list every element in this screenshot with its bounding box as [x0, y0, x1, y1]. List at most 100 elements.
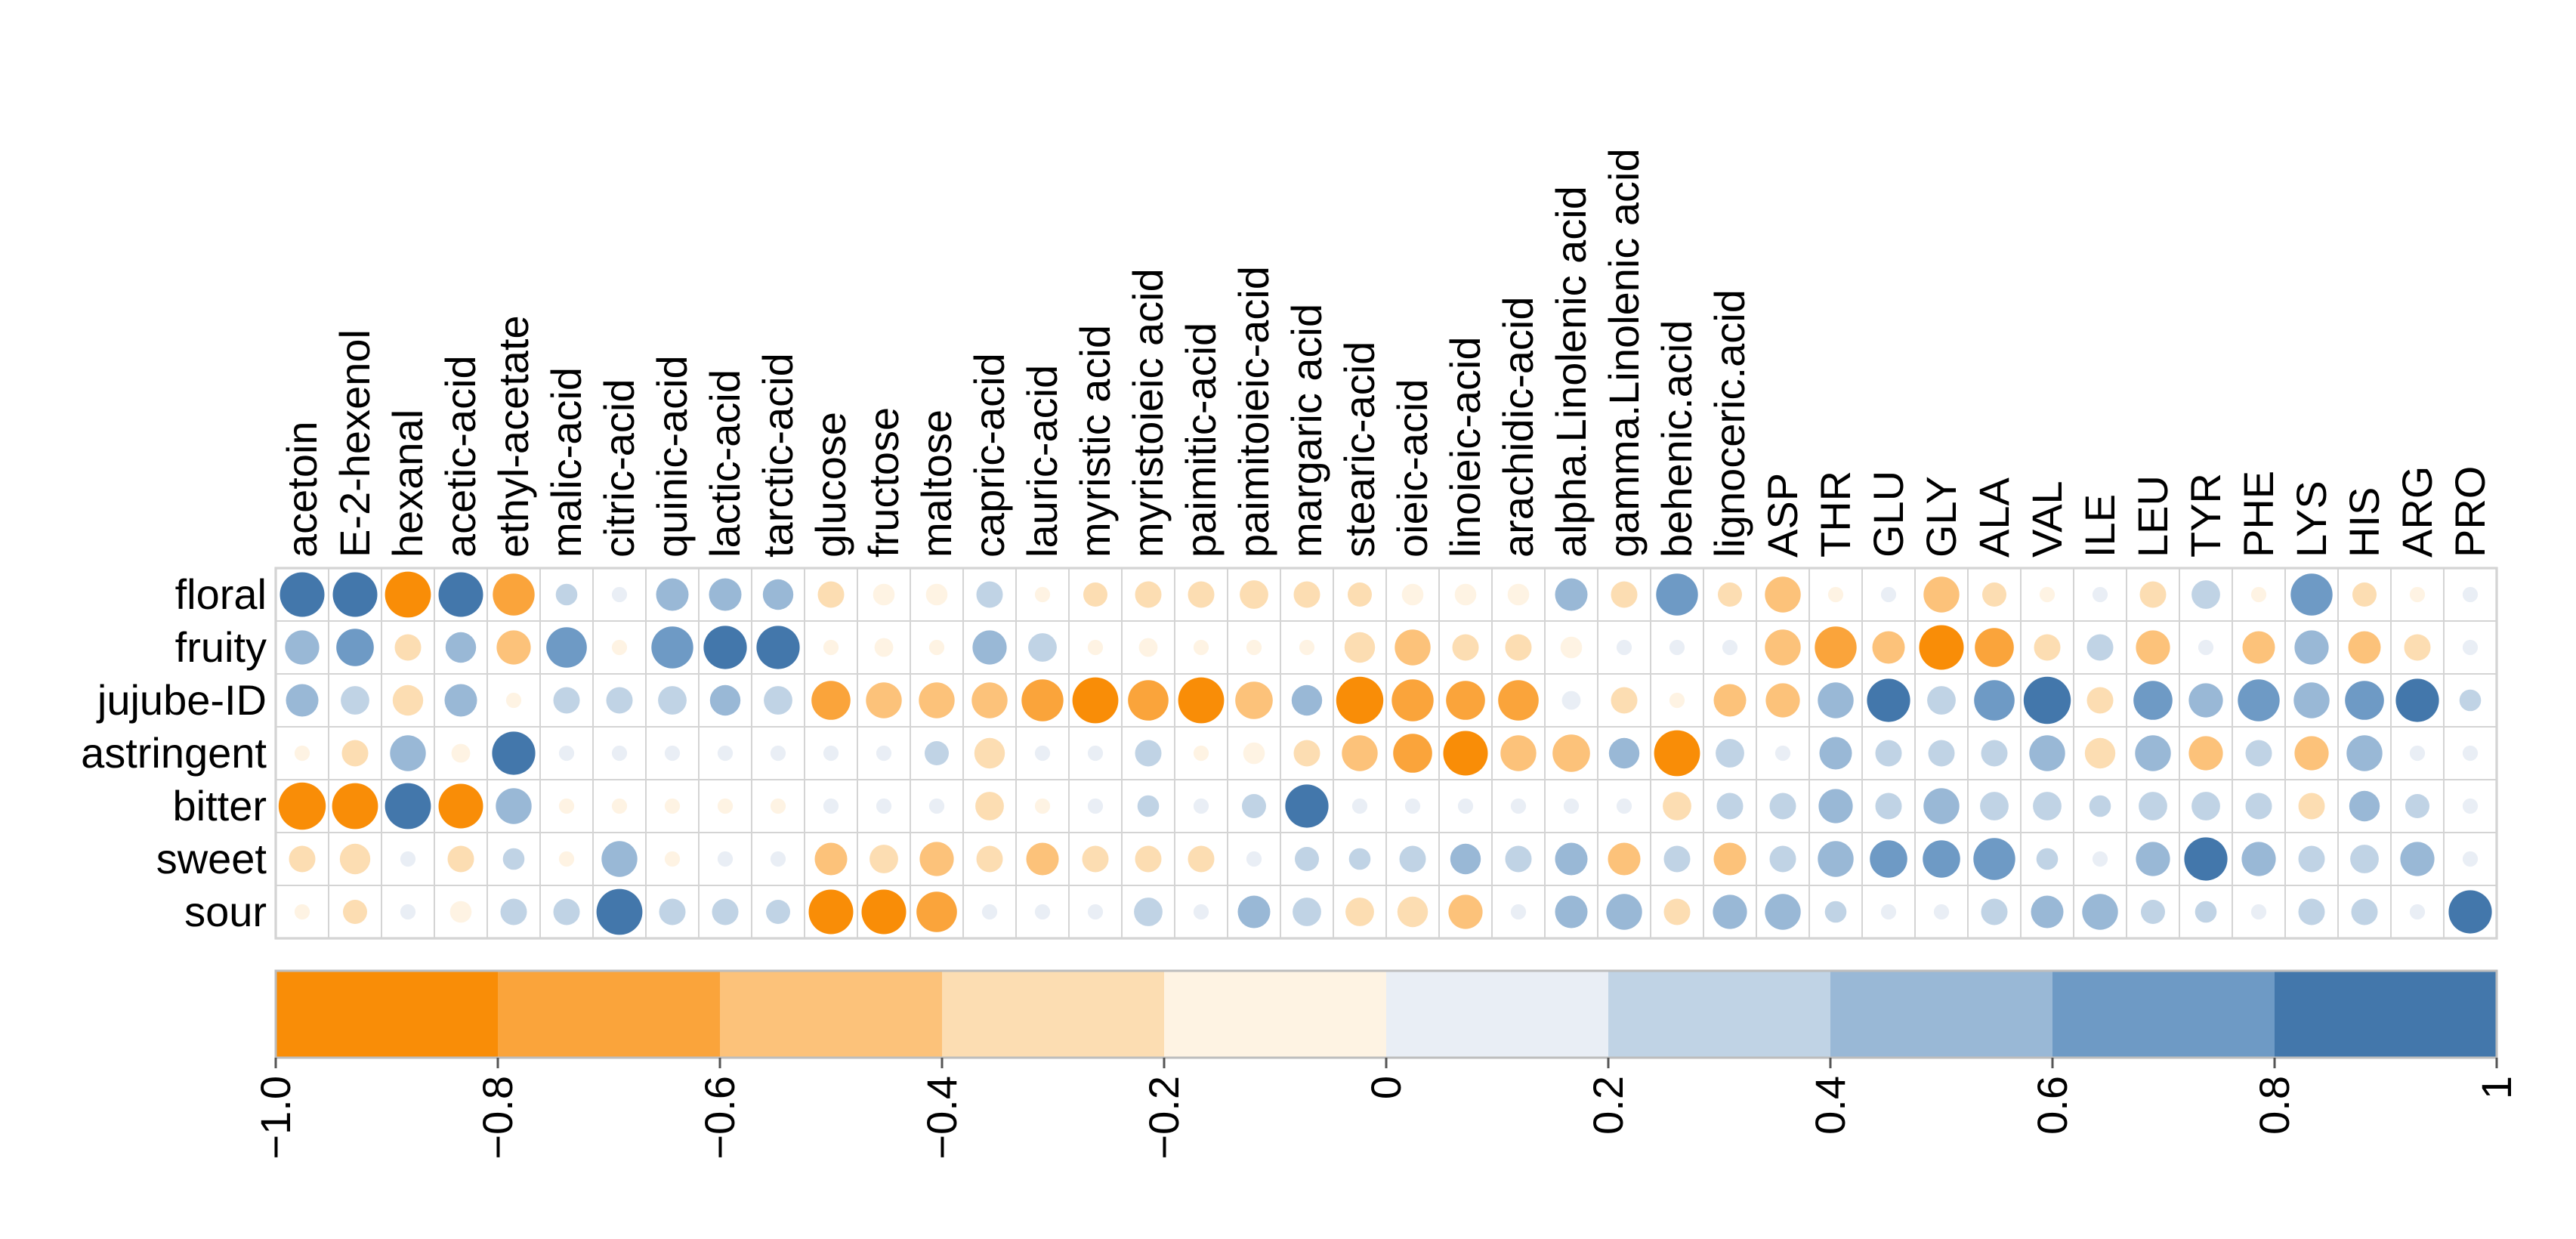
- row-label-bitter: bitter: [173, 782, 267, 830]
- heatmap-point-floral-malic-acid: [555, 583, 578, 606]
- heatmap-point-sweet-oieic-acid: [1399, 845, 1426, 873]
- heatmap-point-astringent-gly: [1928, 740, 1955, 767]
- heatmap-point-astringent-lauric-acid: [1034, 745, 1051, 762]
- heatmap-point-sour-margaric-acid: [1293, 898, 1321, 926]
- heatmap-point-bitter-hexanal: [385, 783, 431, 830]
- heatmap-point-jujube-id-glucose: [811, 681, 851, 720]
- heatmap-point-jujube-id-lys: [2293, 682, 2330, 718]
- heatmap-point-astringent-ile: [2084, 737, 2116, 769]
- heatmap-point-jujube-id-myristic-acid: [1072, 677, 1119, 724]
- heatmap-point-fruity-paimitic-acid: [1193, 639, 1209, 656]
- heatmap-point-astringent-glu: [1875, 740, 1902, 767]
- heatmap-point-jujube-id-lignoceric-acid: [1713, 684, 1747, 717]
- heatmap-point-bitter-behenic-acid: [1663, 792, 1691, 820]
- row-label-jujube-id: jujube-ID: [96, 676, 267, 724]
- heatmap-point-sweet-gamma-linolenic-acid: [1608, 842, 1641, 876]
- row-labels: floral fruity jujube-ID astringent bitter swe…: [81, 570, 267, 935]
- heatmap-point-sweet-lignoceric-acid: [1713, 842, 1747, 876]
- heatmap-cells: [274, 567, 2498, 940]
- heatmap-point-fruity-stearic-acid: [1344, 632, 1376, 663]
- column-label-paimitic-acid: paimitic-acid: [1177, 323, 1225, 558]
- heatmap-point-sour-quinic-acid: [659, 898, 686, 925]
- heatmap-point-jujube-id-val: [2023, 676, 2071, 725]
- heatmap-point-fruity-pro: [2462, 639, 2479, 656]
- heatmap-point-bitter-tarctic-acid: [770, 798, 786, 814]
- heatmap-point-astringent-pro: [2462, 745, 2479, 762]
- heatmap-point-floral-alpha-linolenic-acid: [1555, 578, 1588, 611]
- heatmap-point-sweet-arachidic-acid: [1505, 845, 1532, 873]
- heatmap-point-fruity-phe: [2242, 631, 2275, 664]
- heatmap-point-floral-asp: [1765, 576, 1801, 613]
- heatmap-point-floral-arachidic-acid: [1507, 583, 1530, 606]
- heatmap-point-bitter-gly: [1923, 788, 1960, 824]
- column-label-paimitoieic-acid: paimitoieic-acid: [1230, 266, 1277, 558]
- column-label-tyr: TYR: [2182, 473, 2229, 558]
- heatmap-point-fruity-arachidic-acid: [1505, 634, 1532, 661]
- legend-swatch: [942, 971, 1165, 1058]
- heatmap-point-jujube-id-glu: [1867, 678, 1910, 722]
- heatmap-point-astringent-lactic-acid: [717, 745, 734, 762]
- heatmap-point-floral-e-2-hexenol: [332, 572, 378, 617]
- column-label-behenic-acid: behenic.acid: [1653, 320, 1700, 558]
- heatmap-point-floral-arg: [2409, 586, 2426, 603]
- heatmap-point-astringent-paimitoieic-acid: [1243, 742, 1265, 765]
- heatmap-point-floral-leu: [2139, 581, 2167, 608]
- heatmap-point-floral-his: [2352, 582, 2377, 607]
- heatmap-point-jujube-id-myristoieic-acid: [1128, 680, 1169, 721]
- heatmap-point-astringent-gamma-linolenic-acid: [1608, 737, 1640, 769]
- heatmap-point-astringent-alpha-linolenic-acid: [1552, 734, 1590, 772]
- heatmap-point-floral-tyr: [2191, 580, 2220, 609]
- heatmap-point-fruity-leu: [2136, 630, 2170, 665]
- heatmap-point-sour-lignoceric-acid: [1713, 894, 1747, 929]
- legend-tick-label: −0.8: [474, 1076, 521, 1160]
- heatmap-point-sour-paimitic-acid: [1193, 904, 1209, 920]
- heatmap-point-sweet-lauric-acid: [1026, 842, 1059, 876]
- heatmap-point-sweet-phe: [2241, 842, 2276, 876]
- heatmap-point-fruity-arg: [2404, 634, 2431, 661]
- column-label-malic-acid: malic-acid: [542, 367, 590, 558]
- column-label-asp: ASP: [1759, 473, 1806, 558]
- heatmap-point-sweet-margaric-acid: [1295, 847, 1319, 871]
- heatmap-point-floral-lactic-acid: [709, 578, 742, 611]
- heatmap-point-floral-stearic-acid: [1348, 582, 1372, 607]
- legend-tick-label: 0.4: [1806, 1076, 1854, 1135]
- heatmap-point-sweet-stearic-acid: [1348, 848, 1371, 870]
- heatmap-point-bitter-thr: [1818, 789, 1853, 823]
- heatmap-point-fruity-his: [2348, 631, 2381, 664]
- heatmap-point-astringent-thr: [1819, 737, 1852, 770]
- heatmap-point-floral-oieic-acid: [1401, 583, 1424, 606]
- heatmap-point-sweet-leu: [2136, 842, 2170, 876]
- column-label-val: VAL: [2023, 480, 2071, 558]
- heatmap-point-astringent-leu: [2135, 735, 2171, 771]
- heatmap-point-floral-paimitoieic-acid: [1240, 580, 1268, 609]
- heatmap-point-astringent-behenic-acid: [1654, 730, 1700, 777]
- heatmap-point-sweet-val: [2036, 848, 2059, 870]
- heatmap-point-sour-myristoieic-acid: [1134, 898, 1163, 926]
- heatmap-point-bitter-leu: [2139, 792, 2167, 820]
- heatmap-point-jujube-id-alpha-linolenic-acid: [1561, 691, 1581, 710]
- heatmap-point-sweet-tarctic-acid: [770, 851, 786, 867]
- heatmap-point-floral-lys: [2290, 573, 2333, 616]
- heatmap-point-floral-tarctic-acid: [762, 579, 794, 610]
- legend-tick-label: 0.2: [1584, 1076, 1632, 1135]
- heatmap-point-astringent-acetoin: [294, 745, 310, 762]
- heatmap-point-sweet-lactic-acid: [717, 851, 734, 867]
- column-label-his: HIS: [2340, 487, 2388, 558]
- heatmap-point-fruity-oieic-acid: [1395, 629, 1431, 666]
- heatmap-point-jujube-id-capric-acid: [971, 682, 1008, 718]
- heatmap-point-jujube-id-fructose: [866, 682, 902, 718]
- heatmap-point-fruity-behenic-acid: [1669, 639, 1685, 656]
- heatmap-point-bitter-ile: [2089, 795, 2111, 817]
- heatmap-point-sweet-hexanal: [400, 851, 416, 867]
- heatmap-point-jujube-id-asp: [1765, 683, 1800, 718]
- heatmap-point-sweet-paimitoieic-acid: [1246, 851, 1262, 867]
- legend-swatch: [720, 971, 943, 1058]
- heatmap-point-floral-citric-acid: [611, 586, 628, 603]
- heatmap-point-floral-fructose: [873, 583, 895, 606]
- heatmap-point-astringent-ethyl-acetate: [492, 731, 536, 775]
- heatmap-point-bitter-myristic-acid: [1087, 798, 1104, 814]
- heatmap-point-jujube-id-quinic-acid: [658, 686, 687, 715]
- heatmap-point-jujube-id-acetoin: [286, 684, 319, 717]
- heatmap-point-sour-acetoin: [294, 904, 310, 920]
- heatmap-point-sour-arachidic-acid: [1510, 904, 1527, 920]
